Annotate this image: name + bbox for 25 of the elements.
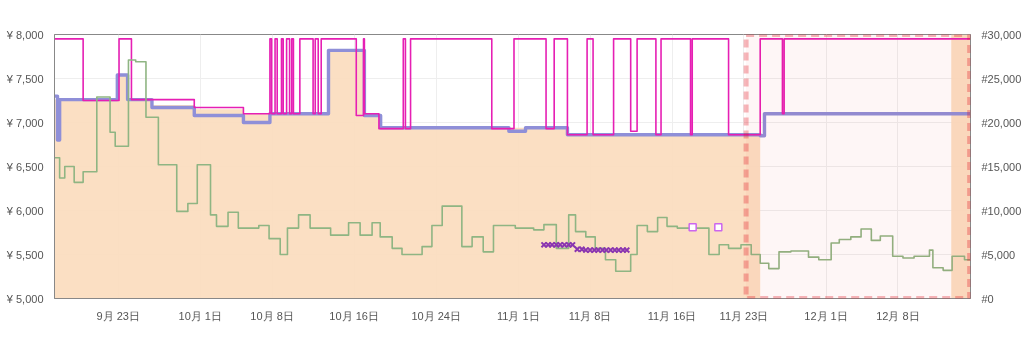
x-tick-label: 11月 8日 (568, 309, 612, 322)
y-tick-label: ¥ 8,000 (5, 28, 44, 41)
y2-tick-label: #10,000 (981, 204, 1022, 217)
y-tick-label: ¥ 5,500 (5, 248, 44, 261)
x-tick-label: 12月 1日 (804, 309, 848, 322)
x-tick-label: 12月 8日 (876, 309, 920, 322)
y2-tick-label: #30,000 (981, 28, 1022, 41)
y-tick-label: ¥ 7,500 (5, 72, 44, 85)
y2-tick-label: #15,000 (981, 160, 1022, 173)
x-tick-label: 11月 16日 (647, 309, 697, 322)
y-tick-label: ¥ 7,000 (5, 116, 44, 129)
y2-tick-label: #20,000 (981, 116, 1022, 129)
x-tick-label: 9月 23日 (96, 309, 140, 322)
x-tick-label: 10月 1日 (178, 309, 222, 322)
x-tick-label: 10月 24日 (411, 309, 461, 322)
y2-tick-label: #25,000 (981, 72, 1022, 85)
x-tick-label: 11月 1日 (496, 309, 540, 322)
x-tick-label: 10月 16日 (329, 309, 379, 322)
y-tick-label: ¥ 6,000 (5, 204, 44, 217)
y-tick-label: ¥ 5,000 (5, 292, 44, 305)
y2-tick-label: #5,000 (981, 248, 1016, 261)
x-tick-label: 11月 23日 (719, 309, 769, 322)
x-tick-label: 10月 8日 (250, 309, 294, 322)
y2-tick-label: #0 (981, 292, 994, 305)
y-tick-label: ¥ 6,500 (5, 160, 44, 173)
